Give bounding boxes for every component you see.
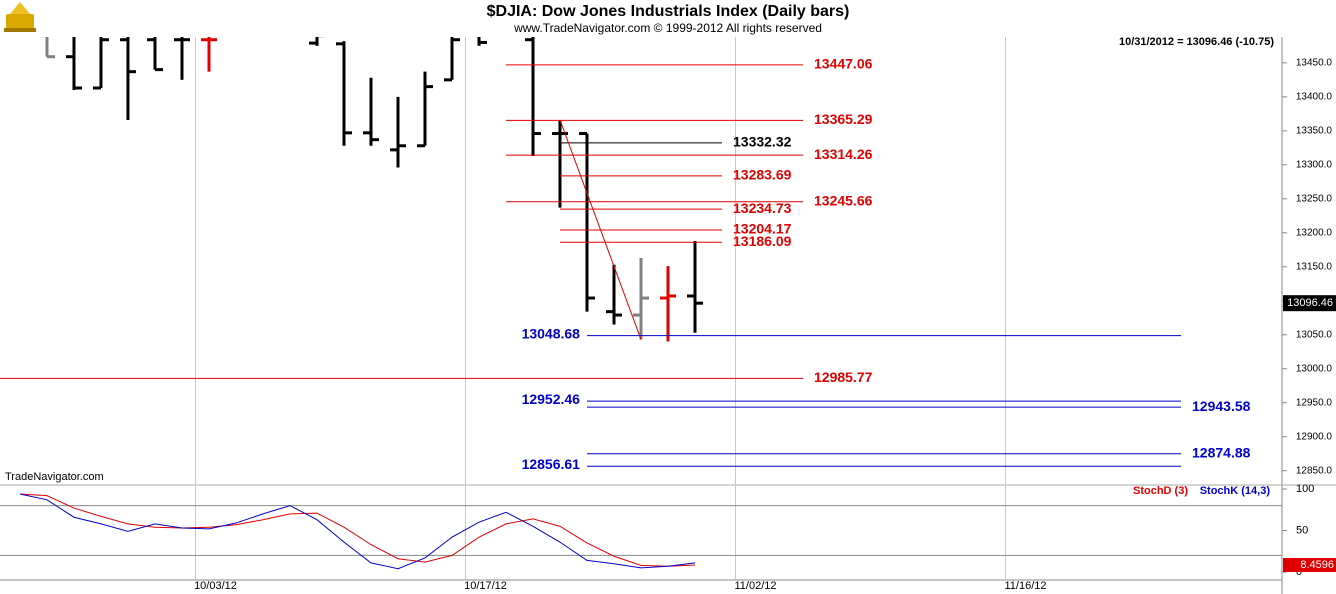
y-tick-label: 13150.0 [1296, 261, 1333, 272]
chart-title: $DJIA: Dow Jones Industrials Index (Dail… [487, 3, 850, 20]
y-tick-label: 13200.0 [1296, 227, 1333, 238]
level-label: 12856.61 [522, 456, 581, 472]
level-label: 13447.06 [814, 56, 873, 72]
y-tick-label: 13450.0 [1296, 57, 1333, 68]
trendline [559, 119, 642, 340]
level-label: 12952.46 [522, 391, 581, 407]
logo [4, 2, 36, 32]
y-tick-label: 100 [1296, 483, 1314, 495]
level-label: 13234.73 [733, 200, 792, 216]
watermark: TradeNavigator.com [5, 471, 104, 483]
x-tick-label: 11/16/12 [1005, 580, 1047, 592]
stoch-line [19, 493, 696, 570]
chart-subtitle: www.TradeNavigator.com © 1999-2012 All r… [513, 21, 822, 35]
y-tick-label: 12950.0 [1296, 397, 1333, 408]
x-tick-label: 10/17/12 [464, 580, 507, 592]
level-label: 13186.09 [733, 233, 792, 249]
y-tick-label: 13400.0 [1296, 91, 1333, 102]
legend-entry: StochD (3) [1133, 485, 1188, 497]
price-plot [0, 37, 1182, 467]
level-label: 13204.17 [733, 221, 792, 237]
legend-entry: StochK (14,3) [1200, 485, 1271, 497]
y-tick-label: 12900.0 [1296, 431, 1333, 442]
last-value-box [1283, 558, 1336, 573]
stoch-plot [0, 493, 1282, 570]
overlay: 10/03/12 10/17/12 11/02/12 11/16/12 13450.0 1… [194, 56, 1336, 592]
level-label: 13332.32 [733, 134, 792, 150]
level-label: 13283.69 [733, 167, 792, 183]
y-tick-label: 13250.0 [1296, 193, 1333, 204]
level-label: 13245.66 [814, 192, 873, 208]
y-tick-label: 12850.0 [1296, 465, 1333, 476]
info-text: 10/31/2012 = 13096.46 (-10.75) [1119, 36, 1274, 48]
level-label: 13365.29 [814, 111, 873, 127]
y-tick-label: 13300.0 [1296, 159, 1333, 170]
last-value-label: 8.4596 [1300, 559, 1334, 571]
y-tick-label: 50 [1296, 524, 1308, 536]
stoch-line [19, 493, 696, 567]
grid [194, 37, 1007, 580]
x-tick-label: 10/03/12 [194, 580, 237, 592]
last-price-box [1283, 295, 1336, 312]
level-label: 13314.26 [814, 146, 873, 162]
y-tick-label: 13350.0 [1296, 125, 1333, 136]
y-tick-label: 13000.0 [1296, 363, 1333, 374]
y-tick-label: 13050.0 [1296, 329, 1333, 340]
level-label: 12874.88 [1192, 445, 1251, 461]
level-label: 12943.58 [1192, 398, 1251, 414]
x-tick-label: 11/02/12 [734, 580, 776, 592]
level-label: 13048.68 [522, 325, 581, 341]
last-price-label: 13096.46 [1287, 297, 1333, 309]
level-label: 12985.77 [814, 369, 873, 385]
